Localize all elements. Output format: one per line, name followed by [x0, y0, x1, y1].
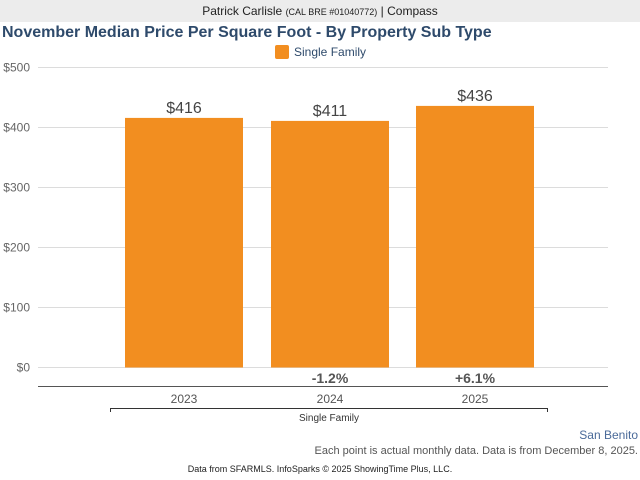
group-bracket	[110, 408, 548, 412]
group-label: Single Family	[299, 413, 359, 424]
chart-title: November Median Price Per Square Foot - …	[2, 24, 492, 41]
data-note: Each point is actual monthly data. Data …	[314, 445, 638, 457]
bar-2024[interactable]	[271, 120, 389, 368]
bar-2023[interactable]	[125, 117, 243, 368]
bar-chart: $0 $100 $200 $300 $400 $500 $416 2023 $411 -1.2% 2…	[3, 61, 608, 424]
legend-item-single-family[interactable]: Single Family	[275, 45, 366, 59]
y-tick-label: $100	[3, 301, 30, 315]
data-label: $416	[166, 100, 202, 117]
change-label: -1.2%	[312, 370, 349, 386]
agent-header: Patrick Carlisle (CAL BRE #01040772) | C…	[0, 0, 640, 22]
data-label: $436	[457, 88, 493, 105]
header-separator: |	[380, 4, 384, 18]
x-tick-label: 2023	[171, 392, 198, 406]
brokerage-name: Compass	[387, 4, 438, 18]
data-label: $411	[313, 103, 348, 120]
license-number: (CAL BRE #01040772)	[285, 7, 378, 17]
x-tick-label: 2025	[462, 392, 489, 406]
bar-2025[interactable]	[416, 105, 534, 368]
change-label: +6.1%	[455, 370, 496, 386]
legend-label: Single Family	[294, 45, 367, 59]
y-tick-label: $500	[3, 61, 30, 75]
region-label[interactable]: San Benito	[579, 428, 638, 442]
x-tick-label: 2024	[317, 392, 344, 406]
y-tick-label: $300	[3, 181, 30, 195]
y-tick-label: $200	[3, 241, 30, 255]
legend-swatch	[275, 45, 289, 59]
data-credit: Data from SFARMLS. InfoSparks © 2025 Sho…	[187, 464, 453, 474]
y-tick-label: $0	[17, 361, 31, 375]
y-tick-label: $400	[3, 121, 30, 135]
agent-name: Patrick Carlisle	[202, 4, 283, 18]
